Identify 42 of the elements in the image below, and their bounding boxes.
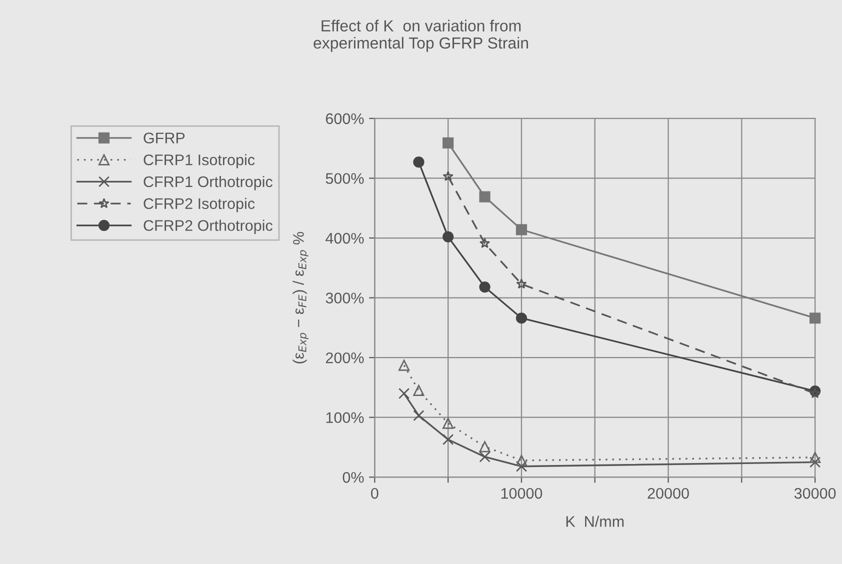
point: [442, 418, 454, 429]
y-tick-label: 300%: [326, 292, 364, 304]
legend-label: CFRP1 Isotropic: [144, 154, 255, 168]
point: [413, 410, 424, 422]
point: [479, 191, 490, 202]
point: [479, 451, 490, 462]
legend-label: CFRP1 Orthotropic: [144, 176, 272, 190]
point: [479, 238, 490, 248]
legend-label: GFRP: [144, 132, 185, 144]
chart-title: Effect of K on variation from experimental Top GFRP Strain: [314, 20, 528, 52]
point: [442, 231, 454, 242]
x-tick-label: 30000: [794, 488, 836, 499]
point: [479, 281, 490, 293]
y-tick-label: 500%: [326, 173, 364, 184]
point: [479, 441, 490, 452]
point: [516, 278, 527, 289]
x-axis-title: K N/mm: [566, 516, 624, 527]
point: [442, 137, 454, 149]
legend-label: CFRP2 Orthotropic: [144, 220, 272, 234]
y-tick-label: 200%: [326, 352, 364, 364]
point: [810, 452, 821, 463]
point: [413, 384, 424, 396]
y-tick-label: 600%: [326, 113, 364, 124]
legend-label: CFRP2 Isotropic: [144, 198, 255, 212]
point: [810, 312, 821, 324]
y-tick-label: 400%: [326, 232, 364, 244]
point: [516, 312, 528, 324]
point: [442, 170, 454, 182]
x-tick-label: 20000: [648, 488, 689, 499]
x-tick-label: 0: [371, 488, 378, 499]
point: [516, 224, 528, 236]
y-tick-label: 0%: [342, 472, 364, 483]
point: [398, 388, 410, 399]
point: [810, 456, 821, 468]
point: [516, 454, 528, 466]
point: [442, 434, 454, 446]
point: [398, 360, 410, 371]
x-tick-label: 10000: [501, 488, 542, 499]
y-axis-title: (ε$_{Exp}$ − ε$_{FE}$) / ε$_{Exp}$ %: [292, 232, 308, 364]
y-tick-label: 100%: [326, 412, 364, 424]
point: [413, 156, 424, 168]
point: [516, 460, 528, 472]
